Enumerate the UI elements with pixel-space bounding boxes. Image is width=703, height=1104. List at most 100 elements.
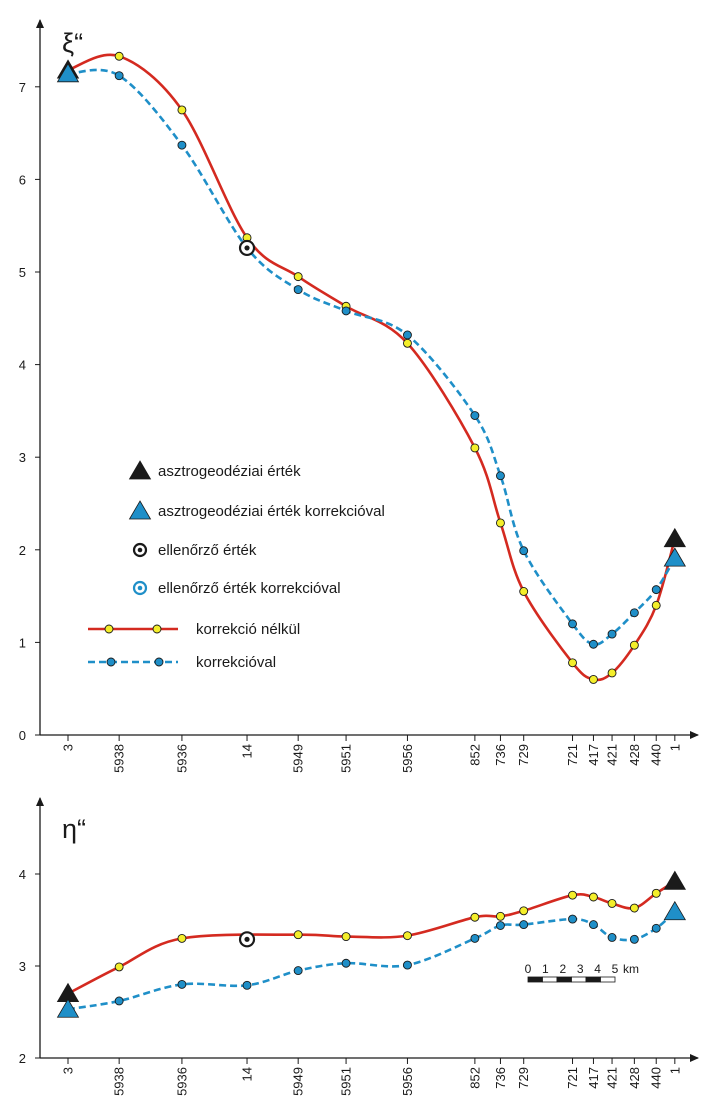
- x-tick-label: 736: [493, 1067, 508, 1089]
- x-tick-label: 721: [565, 1067, 580, 1089]
- legend-label: asztrogeodéziai érték korrekcióval: [158, 503, 385, 520]
- x-tick-label: 428: [627, 744, 642, 766]
- x-tick-label: 5951: [339, 1067, 354, 1096]
- scale-bar-label: 5: [612, 962, 619, 976]
- point-corrected: [293, 285, 303, 295]
- astro-point-corrected: [663, 547, 687, 567]
- point-corrected: [519, 920, 529, 930]
- x-tick-label: 3: [61, 1067, 76, 1074]
- y-tick-label: 5: [19, 265, 26, 280]
- point-corrected: [341, 306, 351, 316]
- point-uncorrected: [607, 898, 617, 908]
- point-uncorrected: [629, 640, 639, 650]
- y-tick-label: 0: [19, 728, 26, 743]
- x-tick-label: 14: [240, 1067, 255, 1081]
- x-tick-label: 421: [605, 744, 620, 766]
- y-tick-label: 6: [19, 172, 26, 187]
- series-line-corrected: [67, 910, 676, 1011]
- x-tick-label: 729: [516, 744, 531, 766]
- point-corrected: [568, 914, 577, 924]
- x-tick-label: 1: [667, 1067, 682, 1074]
- y-tick-label: 3: [19, 959, 26, 974]
- point-uncorrected: [470, 912, 480, 922]
- x-tick-label: 1: [667, 744, 682, 751]
- axis-title: ξ“: [62, 28, 83, 58]
- x-tick-label: 5938: [112, 1067, 127, 1096]
- point-corrected: [629, 608, 639, 618]
- astro-point: [663, 527, 687, 548]
- x-tick-label: 5938: [112, 744, 127, 773]
- x-tick-label: 5949: [291, 1067, 306, 1096]
- scale-bar-label: 2: [559, 962, 566, 976]
- point-uncorrected: [519, 587, 529, 596]
- point-uncorrected: [114, 51, 124, 61]
- point-uncorrected: [177, 105, 187, 115]
- legend-icon-control-corrected-center: [137, 585, 143, 591]
- legend-icon-uncorrected-point: [104, 624, 114, 634]
- point-uncorrected: [470, 443, 480, 453]
- legend-icon-astro: [128, 460, 152, 480]
- point-uncorrected: [114, 962, 124, 972]
- x-tick-label: 852: [467, 1067, 482, 1089]
- y-tick-label: 2: [19, 543, 26, 558]
- legend-icon-uncorrected-point: [152, 624, 162, 634]
- point-corrected: [629, 934, 639, 944]
- point-corrected: [607, 629, 617, 639]
- scale-bar-label: 3: [577, 962, 584, 976]
- y-tick-label: 7: [19, 80, 26, 95]
- point-corrected: [293, 966, 303, 976]
- point-corrected: [177, 140, 187, 150]
- x-tick-label: 14: [240, 744, 255, 758]
- astro-point-corrected: [663, 900, 687, 921]
- scale-bar-segment: [556, 976, 572, 983]
- x-tick-label: 428: [627, 1067, 642, 1089]
- point-corrected: [114, 71, 124, 81]
- point-uncorrected: [496, 911, 505, 921]
- legend-label: ellenőrző érték korrekcióval: [158, 580, 341, 597]
- control-point-center: [244, 245, 250, 251]
- point-uncorrected: [496, 518, 505, 528]
- scale-bar-segment: [585, 976, 601, 983]
- astro-point: [663, 870, 687, 890]
- y-tick-label: 1: [19, 635, 26, 650]
- scale-bar: 0 1 2 3 4 5 km: [525, 962, 639, 983]
- point-corrected: [242, 980, 252, 990]
- point-uncorrected: [403, 931, 412, 941]
- point-uncorrected: [519, 906, 529, 916]
- point-uncorrected: [293, 930, 303, 940]
- legend-icon-corrected-point: [154, 657, 164, 667]
- point-corrected: [403, 960, 412, 970]
- point-uncorrected: [568, 890, 577, 900]
- point-corrected: [589, 639, 598, 649]
- x-tick-label: 3: [61, 744, 76, 751]
- legend-label: ellenőrző érték: [158, 542, 257, 559]
- legend-label: asztrogeodéziai érték: [158, 463, 301, 480]
- scale-bar-label: 1: [542, 962, 549, 976]
- y-tick-label: 3: [19, 450, 26, 465]
- point-uncorrected: [293, 272, 303, 282]
- x-tick-label: 5956: [400, 1067, 415, 1096]
- x-tick-label: 852: [467, 744, 482, 766]
- x-tick-label: 5936: [174, 1067, 189, 1096]
- axis-title: η“: [62, 814, 86, 844]
- point-corrected: [496, 471, 505, 481]
- point-uncorrected: [568, 658, 577, 668]
- point-corrected: [651, 585, 661, 595]
- astro-point-corrected: [56, 998, 80, 1018]
- x-tick-label: 5936: [174, 744, 189, 773]
- legend-icon-astro-corrected: [128, 500, 152, 520]
- point-uncorrected: [651, 600, 661, 610]
- legend-label: korrekcióval: [196, 654, 276, 671]
- point-uncorrected: [651, 888, 661, 898]
- x-tick-label: 440: [649, 1067, 664, 1089]
- point-uncorrected: [607, 668, 617, 678]
- legend-label: korrekció nélkül: [196, 621, 300, 638]
- point-corrected: [114, 996, 124, 1006]
- x-tick-label: 736: [493, 744, 508, 766]
- point-corrected: [403, 330, 412, 340]
- x-tick-label: 5949: [291, 744, 306, 773]
- scale-bar-segment: [542, 976, 558, 983]
- scale-bar-label: 4: [594, 962, 601, 976]
